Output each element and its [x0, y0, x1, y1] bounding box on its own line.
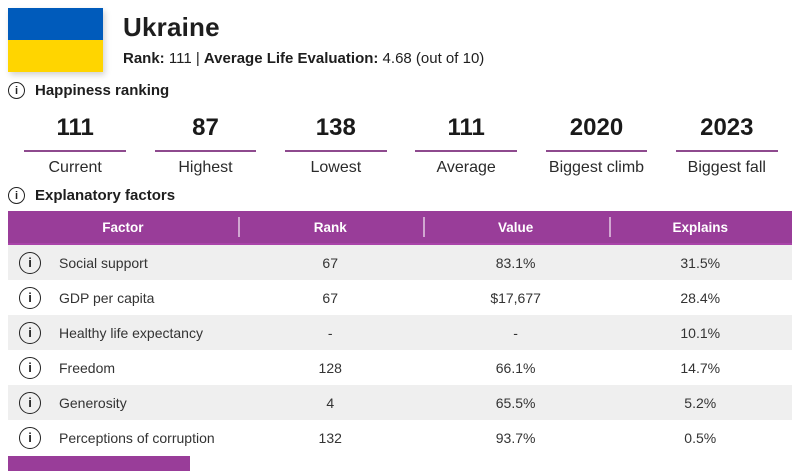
info-icon[interactable]: i [8, 82, 25, 99]
table-row: i Social support 67 83.1% 31.5% [8, 245, 792, 280]
table-row: i Generosity 4 65.5% 5.2% [8, 385, 792, 420]
table-row: i Perceptions of corruption 132 93.7% 0.… [8, 420, 792, 455]
ranking-stats-strip: 111 Current 87 Highest 138 Lowest 111 Av… [10, 113, 792, 177]
factor-name: Perceptions of corruption [59, 429, 215, 446]
explains-cell: 10.1% [680, 324, 721, 341]
stat-value: 111 [447, 114, 485, 141]
factor-name: Freedom [59, 359, 116, 376]
stat-lowest: 138 Lowest [271, 113, 401, 177]
flag-blue-stripe [8, 8, 103, 40]
factors-table: Factor Rank Value Explains i Social supp… [8, 211, 792, 455]
column-header-value: Value [422, 211, 609, 243]
column-header-explains: Explains [608, 211, 792, 243]
explains-cell: 5.2% [684, 394, 717, 411]
info-icon[interactable]: i [19, 391, 41, 414]
rank-cell: 128 [318, 359, 342, 376]
info-icon[interactable]: i [19, 321, 41, 344]
factor-name: Generosity [59, 394, 127, 411]
page-title: Ukraine [123, 12, 220, 42]
stat-label: Current [48, 159, 102, 176]
stat-value: 111 [56, 114, 94, 141]
life-eval-value: 4.68 (out of 10) [378, 50, 485, 67]
factor-cell: i Perceptions of corruption [8, 426, 238, 449]
explains-cell: 0.5% [684, 429, 717, 446]
column-header-rank: Rank [237, 211, 423, 243]
stat-underline [675, 150, 778, 152]
life-eval-label: Average Life Evaluation: [203, 50, 379, 67]
info-icon[interactable]: i [19, 356, 41, 379]
stat-biggest-fall: 2023 Biggest fall [662, 113, 792, 177]
stat-underline [154, 150, 257, 152]
factor-name: Social support [59, 254, 148, 271]
explains-cell: 14.7% [680, 359, 721, 376]
value-cell: 83.1% [495, 254, 536, 271]
stat-underline [285, 150, 387, 152]
stat-current: 111 Current [10, 113, 140, 177]
stat-value: 87 [192, 114, 219, 141]
value-cell: - [513, 324, 518, 341]
factor-cell: i Freedom [8, 356, 238, 379]
stat-value: 2023 [700, 114, 754, 141]
rank-cell: 132 [318, 429, 342, 446]
info-icon[interactable]: i [19, 426, 41, 449]
stat-label: Biggest fall [687, 159, 766, 176]
factor-cell: i Generosity [8, 391, 238, 414]
factor-cell: i Social support [8, 251, 238, 274]
table-row: i Healthy life expectancy - - 10.1% [8, 315, 792, 350]
stat-underline [24, 150, 126, 152]
next-section-header-cutoff [8, 456, 190, 471]
value-cell: 66.1% [495, 359, 536, 376]
rank-value: 111 | [164, 50, 204, 67]
stat-value: 138 [315, 114, 356, 141]
factor-name: GDP per capita [59, 289, 155, 306]
column-header-factor: Factor [102, 219, 144, 235]
value-cell: 93.7% [495, 429, 536, 446]
section-title: Happiness ranking [35, 82, 170, 99]
table-row: i Freedom 128 66.1% 14.7% [8, 350, 792, 385]
factors-table-body: i Social support 67 83.1% 31.5% i GDP pe… [8, 245, 792, 455]
stat-underline [415, 150, 517, 152]
table-row: i GDP per capita 67 $17,677 28.4% [8, 280, 792, 315]
value-cell: $17,677 [490, 289, 541, 306]
stat-label: Lowest [310, 159, 362, 176]
rank-label: Rank: [123, 50, 165, 67]
rank-cell: 4 [326, 394, 335, 411]
section-happiness-ranking: i Happiness ranking [8, 82, 169, 99]
rank-cell: 67 [322, 289, 338, 306]
stat-value: 2020 [569, 114, 624, 141]
stat-average: 111 Average [401, 113, 531, 177]
rank-cell: - [327, 324, 333, 341]
stat-label: Biggest climb [548, 159, 645, 176]
stat-biggest-climb: 2020 Biggest climb [531, 113, 661, 177]
info-icon[interactable]: i [19, 251, 41, 274]
stat-highest: 87 Highest [140, 113, 270, 177]
explains-cell: 31.5% [680, 254, 721, 271]
ukraine-flag [8, 8, 103, 72]
stat-label: Average [436, 159, 496, 176]
info-icon[interactable]: i [8, 187, 25, 204]
stat-underline [545, 150, 648, 152]
value-cell: 65.5% [495, 394, 536, 411]
factor-cell: i Healthy life expectancy [8, 321, 238, 344]
info-icon[interactable]: i [19, 286, 41, 309]
section-title: Explanatory factors [35, 187, 176, 204]
factor-name: Healthy life expectancy [59, 324, 203, 341]
explains-cell: 28.4% [680, 289, 721, 306]
rank-cell: 67 [322, 254, 338, 271]
country-subtitle: Rank: 111 | Average Life Evaluation: 4.6… [123, 50, 484, 67]
stat-label: Highest [178, 159, 233, 176]
section-explanatory-factors: i Explanatory factors [8, 187, 175, 204]
flag-yellow-stripe [8, 40, 103, 72]
factor-cell: i GDP per capita [8, 286, 238, 309]
factors-table-header: Factor Rank Value Explains [8, 211, 792, 245]
